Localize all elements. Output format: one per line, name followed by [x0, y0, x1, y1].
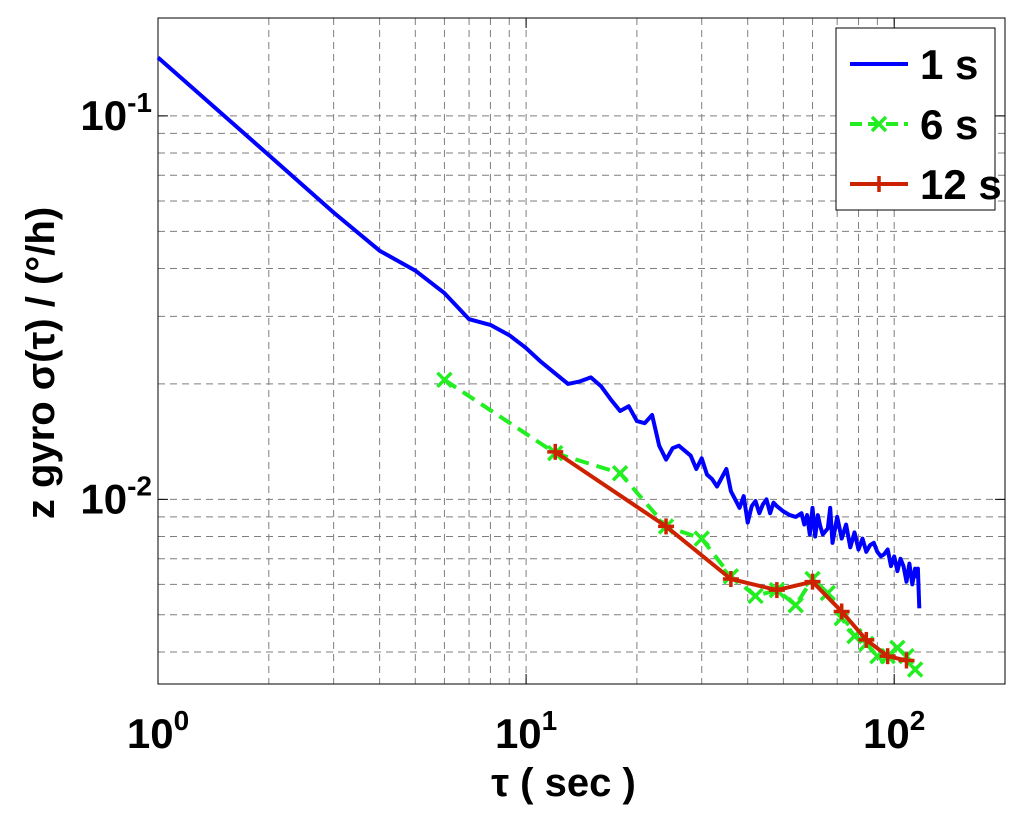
series-1-s	[156, 55, 922, 609]
data-series	[156, 55, 924, 678]
legend-item: 1 s	[850, 41, 978, 88]
data-point	[547, 443, 564, 460]
y-axis-label: z gyro σ(τ) / (°/h)	[19, 207, 63, 519]
legend-label: 6 s	[920, 101, 978, 148]
data-point	[879, 648, 896, 665]
marker-stroke	[819, 584, 837, 602]
data-point	[436, 371, 453, 389]
marker-stroke	[889, 639, 906, 657]
marker-stroke	[436, 371, 453, 389]
marker-stroke	[787, 596, 804, 614]
marker-stroke	[906, 661, 924, 678]
legend-marker	[870, 115, 888, 133]
data-point	[819, 584, 837, 602]
y-tick-label: 10-1	[80, 87, 152, 139]
x-tick-label: 100	[127, 705, 189, 757]
tick-labels: 100 101 102 10-2 10-1	[80, 87, 925, 757]
data-point	[858, 631, 875, 648]
legend-label: 1 s	[920, 41, 978, 88]
marker-stroke	[611, 464, 629, 482]
data-point	[747, 587, 764, 605]
marker-stroke	[693, 530, 710, 547]
x-tick-label: 102	[863, 705, 925, 757]
y-tick-label: 10-2	[80, 470, 152, 522]
data-point	[722, 570, 739, 587]
legend: 1 s 6 s 12 s	[835, 27, 1002, 211]
data-point	[658, 518, 675, 535]
legend-box	[835, 27, 996, 211]
data-point	[611, 464, 629, 482]
data-point	[804, 573, 821, 590]
legend-item: 6 s	[850, 101, 978, 148]
data-point	[693, 530, 710, 547]
marker-stroke	[747, 587, 764, 605]
legend-label: 12 s	[920, 161, 1002, 208]
data-point	[906, 661, 924, 678]
series-line	[156, 55, 922, 609]
x-axis-label: τ ( sec )	[491, 761, 636, 805]
data-point	[898, 652, 915, 669]
data-point	[833, 603, 850, 620]
data-point	[787, 596, 804, 614]
legend-item: 12 s	[850, 161, 1002, 208]
data-point	[768, 582, 785, 599]
axis-ticks	[157, 18, 1005, 684]
legend-marker	[871, 176, 887, 192]
x-tick-label: 101	[495, 705, 557, 757]
marker-stroke	[870, 115, 888, 133]
plot-area-frame	[157, 17, 1006, 685]
series-12-s	[547, 443, 915, 669]
